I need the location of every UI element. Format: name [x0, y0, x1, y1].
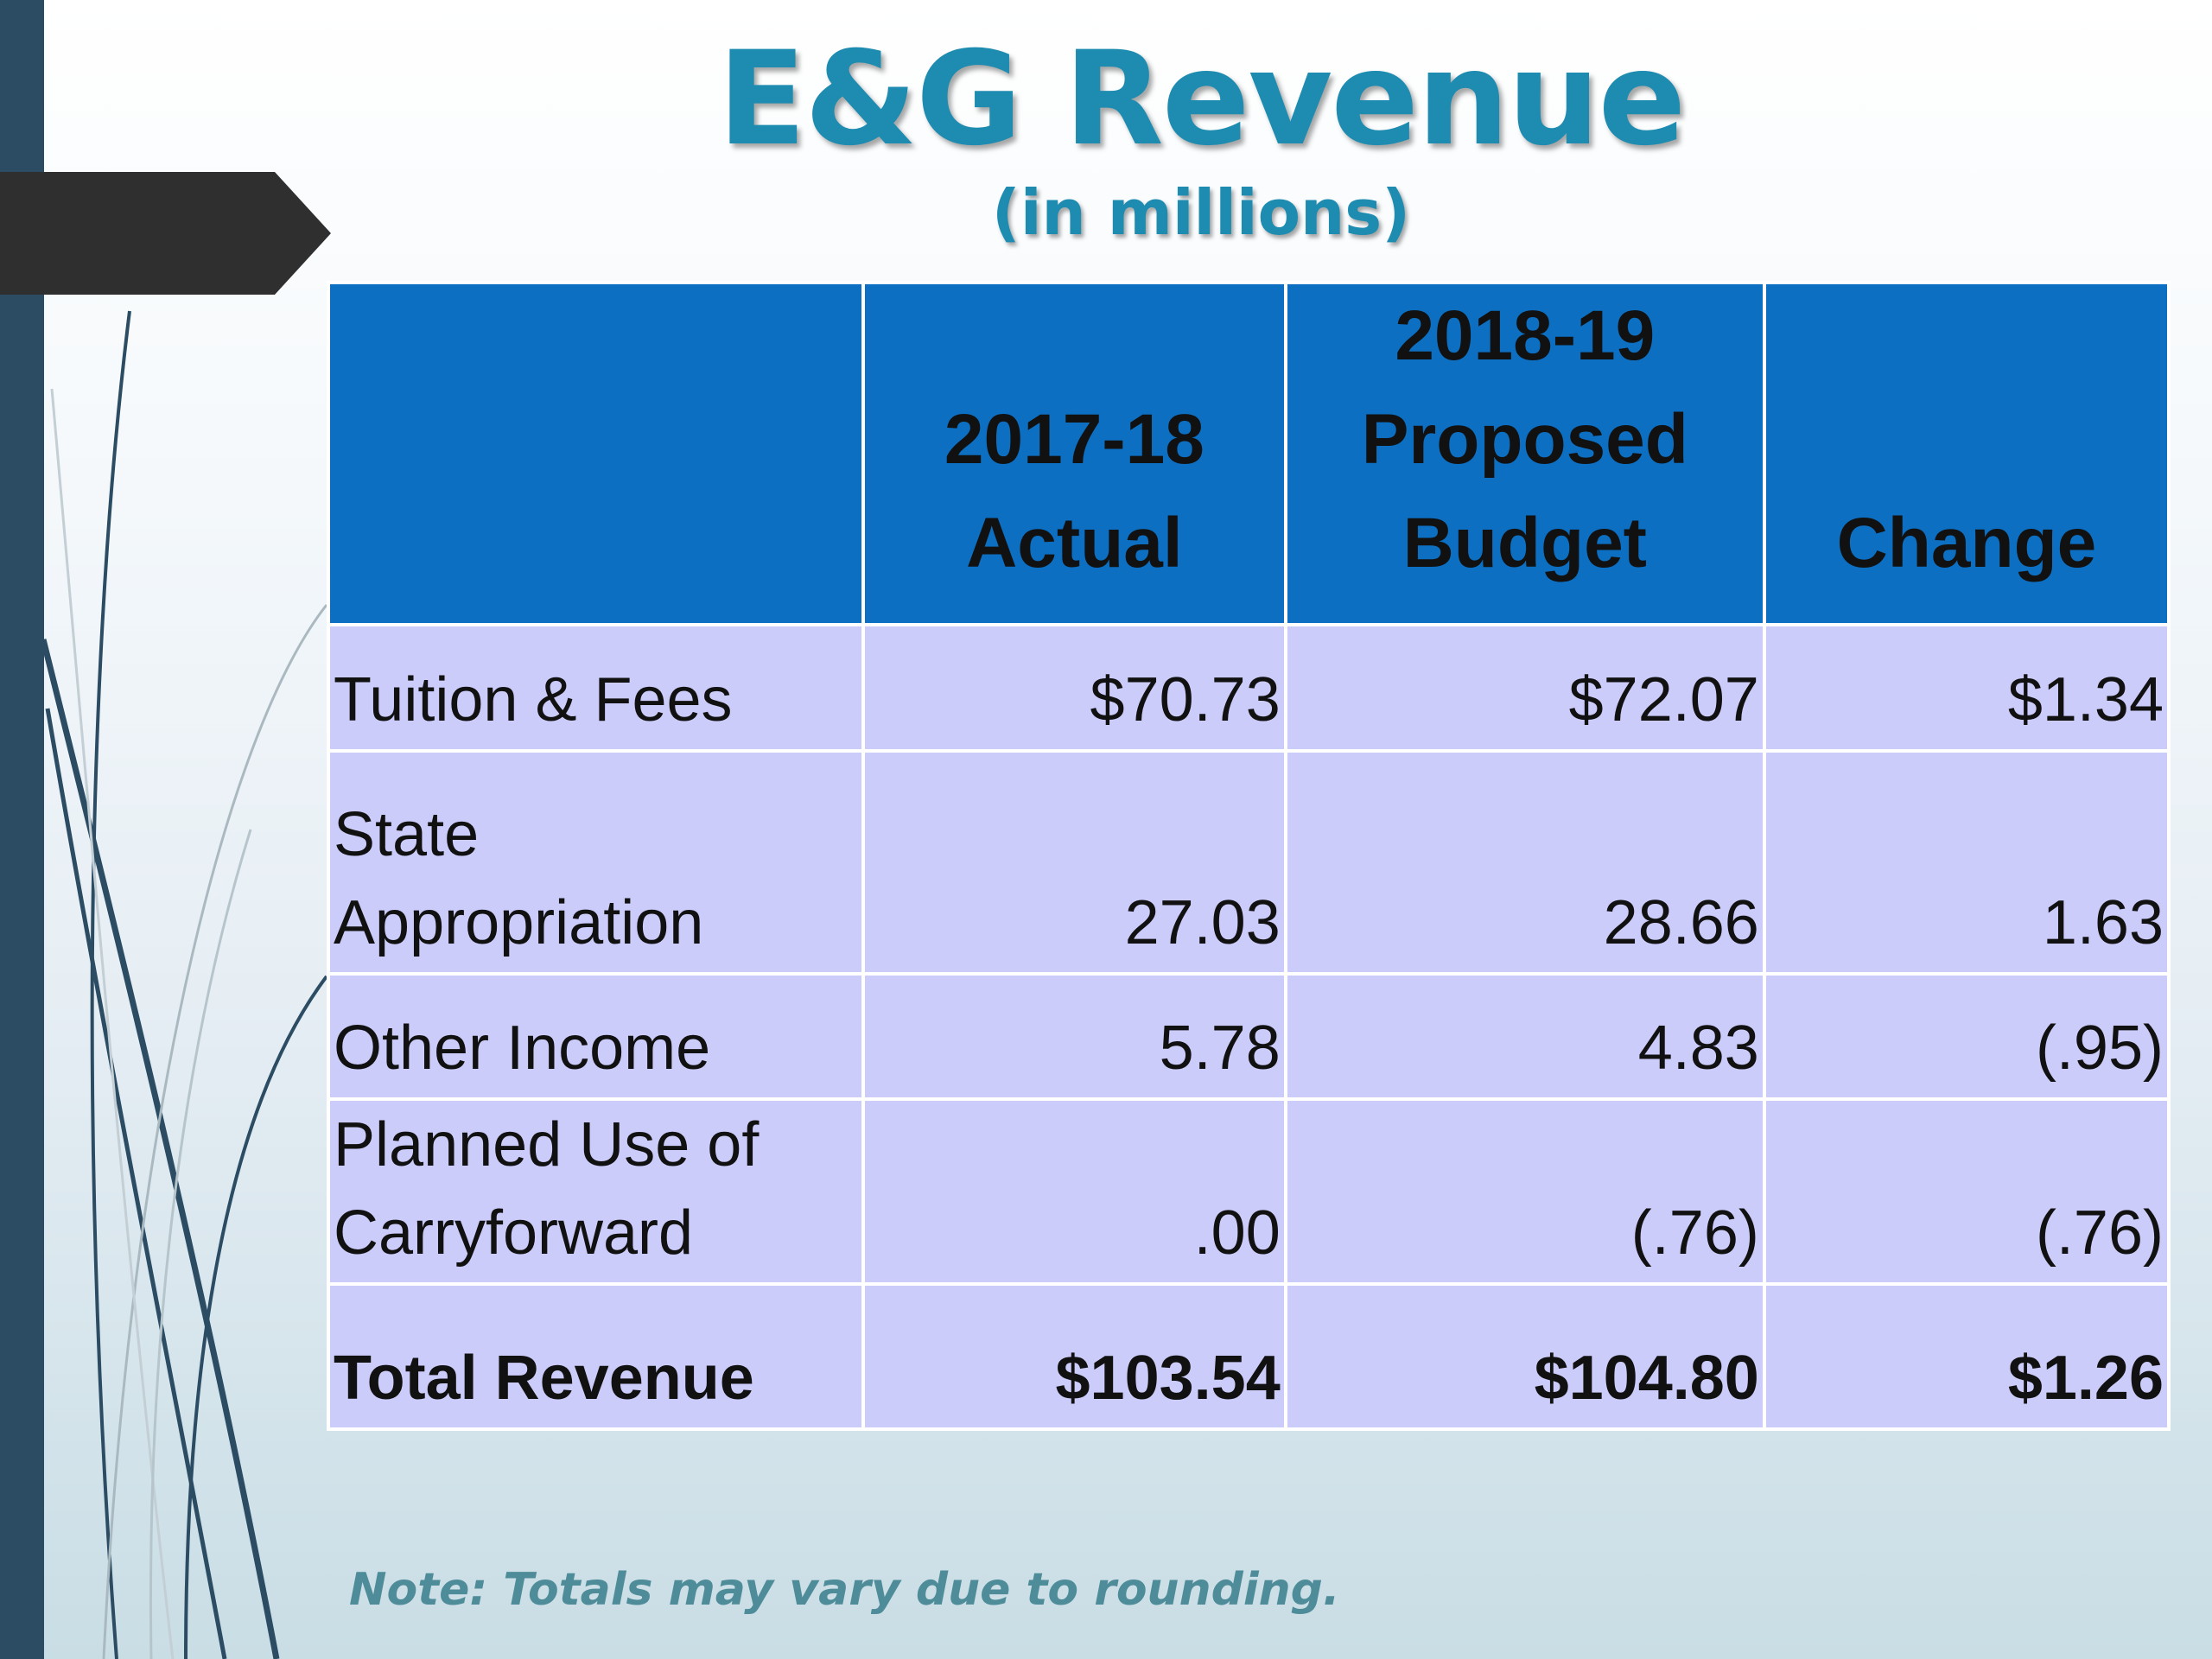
row-label: State Appropriation: [327, 749, 865, 976]
table-row: Planned Use of Carryforward .00 (.76) (.…: [327, 1097, 2171, 1286]
actual-value: .00: [861, 1097, 1287, 1286]
proposed-value: 28.66: [1283, 749, 1766, 976]
revenue-table: 2017-18 Actual 2018-19 Proposed Budget C…: [327, 281, 2171, 1431]
header-2018-19-proposed-budget: 2018-19 Proposed Budget: [1283, 281, 1766, 626]
header-2017-18-actual: 2017-18 Actual: [861, 281, 1287, 626]
row-label: Planned Use of Carryforward: [327, 1097, 865, 1286]
header-blank: [327, 281, 865, 626]
header-text: Proposed: [1361, 400, 1688, 479]
slide-subtitle: (in millions): [991, 176, 1411, 249]
actual-value: 5.78: [861, 972, 1287, 1101]
change-total: $1.26: [1762, 1282, 2171, 1431]
row-label-text: State: [334, 800, 480, 869]
header-text: Actual: [966, 504, 1183, 582]
proposed-total: $104.80: [1283, 1282, 1766, 1431]
change-value: $1.34: [1762, 623, 2171, 753]
total-row: Total Revenue $103.54 $104.80 $1.26: [327, 1282, 2171, 1431]
header-text: 2018-19: [1395, 296, 1656, 375]
header-text: Budget: [1402, 504, 1647, 582]
actual-value: $70.73: [861, 623, 1287, 753]
row-label-text: Total Revenue: [334, 1344, 754, 1413]
table-row: Other Income 5.78 4.83 (.95): [327, 972, 2171, 1101]
decorative-lines: [40, 310, 328, 1659]
row-label-text: Carryforward: [334, 1198, 694, 1268]
row-label-text: Other Income: [334, 1014, 711, 1083]
header-change: Change: [1762, 281, 2171, 626]
row-label-text: Appropriation: [334, 888, 704, 957]
row-label-text: Planned Use of: [334, 1110, 760, 1179]
table-row: State Appropriation 27.03 28.66 1.63: [327, 749, 2171, 976]
change-value: (.76): [1762, 1097, 2171, 1286]
actual-value: 27.03: [861, 749, 1287, 976]
footnote: Note: Totals may vary due to rounding.: [349, 1564, 1340, 1616]
table-row: Tuition & Fees $70.73 $72.07 $1.34: [327, 623, 2171, 753]
header-text: 2017-18: [944, 400, 1205, 479]
row-label: Other Income: [327, 972, 865, 1101]
row-label-text: Tuition & Fees: [334, 665, 733, 734]
row-label: Tuition & Fees: [327, 623, 865, 753]
arrow-tab: [0, 172, 331, 295]
proposed-value: $72.07: [1283, 623, 1766, 753]
slide-title: E&G Revenue: [717, 24, 1687, 175]
row-label: Total Revenue: [327, 1282, 865, 1431]
change-value: 1.63: [1762, 749, 2171, 976]
proposed-value: (.76): [1283, 1097, 1766, 1286]
change-value: (.95): [1762, 972, 2171, 1101]
actual-total: $103.54: [861, 1282, 1287, 1431]
proposed-value: 4.83: [1283, 972, 1766, 1101]
table-header-row: 2017-18 Actual 2018-19 Proposed Budget C…: [327, 281, 2171, 626]
